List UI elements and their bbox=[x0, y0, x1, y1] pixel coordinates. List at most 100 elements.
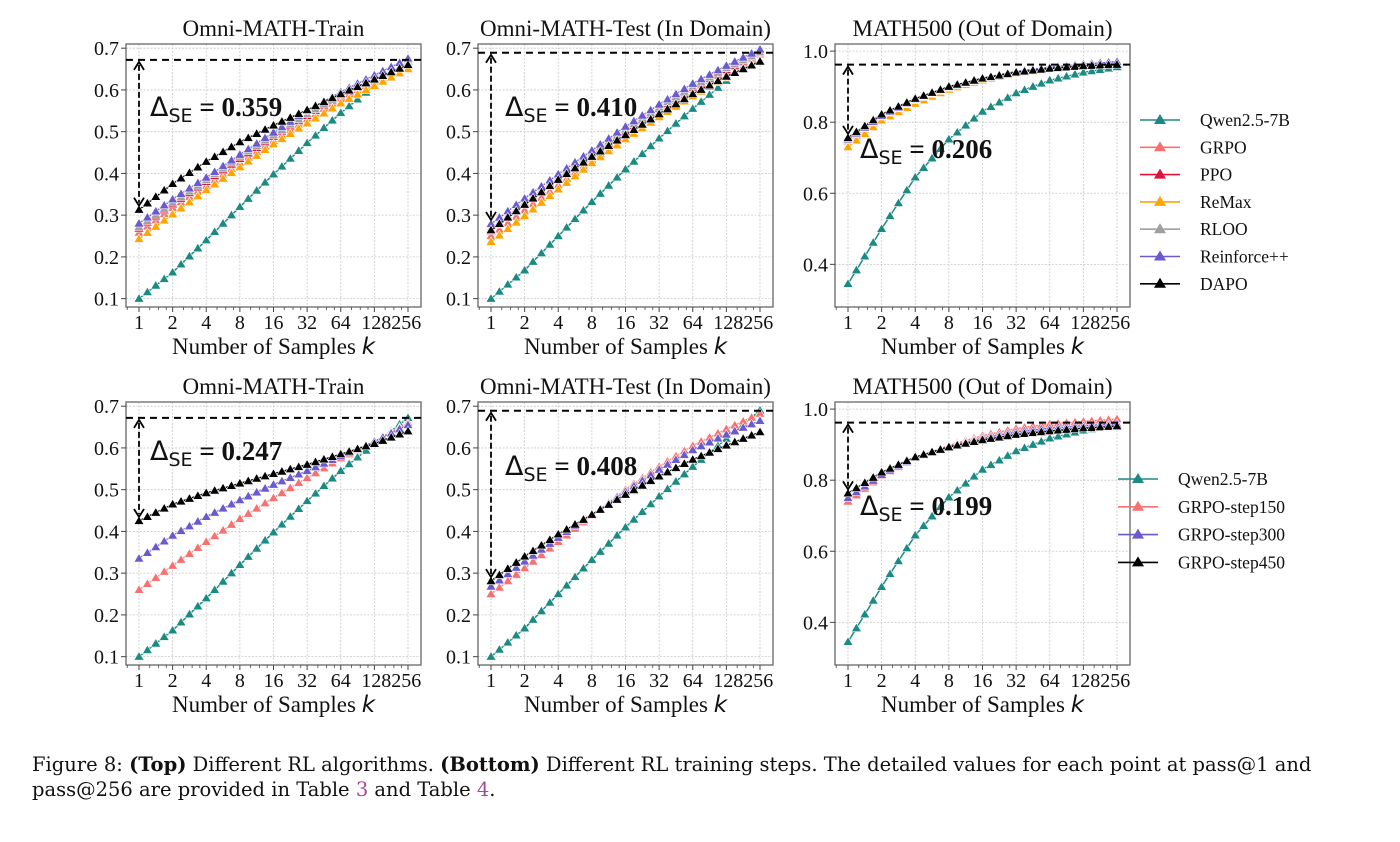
data-point-qwen2-5-7b bbox=[867, 594, 879, 605]
data-point-grpo-step150 bbox=[225, 519, 237, 529]
data-point-qwen2-5-7b bbox=[1077, 66, 1089, 77]
legend-entry: Qwen2.5-7B bbox=[1140, 110, 1290, 130]
data-point-reinforce- bbox=[720, 60, 732, 70]
data-point-qwen2-5-7b bbox=[343, 100, 355, 110]
data-point-grpo-step450 bbox=[619, 489, 632, 499]
data-point-qwen2-5-7b bbox=[301, 495, 313, 505]
data-point-remax bbox=[167, 208, 179, 219]
arrow-down-head bbox=[842, 125, 854, 136]
y-tick-label: 0.6 bbox=[446, 80, 471, 102]
data-point-grpo-step450 bbox=[544, 534, 556, 544]
data-point-qwen2-5-7b bbox=[704, 89, 716, 99]
data-point-qwen2-5-7b bbox=[519, 622, 531, 633]
data-point-qwen2-5-7b bbox=[527, 614, 539, 624]
data-point-qwen2-5-7b bbox=[234, 201, 246, 211]
data-point-dapo bbox=[712, 75, 724, 85]
data-point-grpo-step450 bbox=[687, 454, 699, 464]
data-point-dapo bbox=[242, 132, 254, 142]
chart-panel-5: 1 2 4 8 16 32 64 128256 0.1 0.2 0.3 0.4 0.5 0.6 0.7 Omn… bbox=[446, 374, 774, 718]
data-point-dapo bbox=[867, 114, 879, 125]
data-point-dapo bbox=[1010, 66, 1022, 77]
data-point-reinforce- bbox=[225, 154, 237, 165]
x-tick-label: 32 bbox=[649, 670, 669, 692]
data-point-grpo-step450 bbox=[527, 545, 539, 555]
chart-panel-3: 1 2 4 8 16 32 64 128256 0.4 0.6 0.8 1.0 MATH500 (Out… bbox=[803, 16, 1131, 360]
data-point-grpo-step450 bbox=[712, 443, 724, 453]
data-point-dapo bbox=[662, 103, 674, 113]
data-point-qwen2-5-7b bbox=[310, 487, 322, 498]
data-point-qwen2-5-7b bbox=[352, 451, 364, 462]
legend-marker-triangle-icon bbox=[1154, 141, 1166, 152]
table-4-link[interactable]: 4 bbox=[476, 778, 490, 801]
data-point-remax bbox=[552, 183, 564, 194]
data-point-grpo-step150 bbox=[259, 497, 271, 508]
data-point-dapo bbox=[326, 92, 338, 102]
table-3-link[interactable]: 3 bbox=[355, 778, 369, 801]
data-point-remax bbox=[603, 145, 615, 155]
data-point-dapo bbox=[1019, 65, 1031, 76]
data-point-grpo-step450 bbox=[960, 437, 972, 448]
data-point-grpo-step450 bbox=[746, 429, 758, 440]
data-point-qwen2-5-7b bbox=[993, 454, 1005, 465]
data-point-qwen2-5-7b bbox=[150, 279, 162, 290]
data-point-qwen2-5-7b bbox=[670, 117, 682, 128]
legend-label: Qwen2.5-7B bbox=[1178, 469, 1268, 489]
data-point-grpo-step300 bbox=[687, 444, 699, 454]
data-point-grpo-step450 bbox=[552, 528, 564, 539]
data-point-qwen2-5-7b bbox=[175, 616, 187, 627]
legend-marker-triangle-icon bbox=[1154, 277, 1166, 288]
data-point-dapo bbox=[993, 69, 1005, 80]
data-point-grpo-step300 bbox=[158, 535, 170, 546]
data-point-reinforce- bbox=[267, 126, 280, 137]
chart-title: MATH500 (Out of Domain) bbox=[853, 374, 1113, 399]
caption-label: Figure 8: bbox=[32, 753, 123, 776]
x-tick-label: 128256 bbox=[713, 312, 773, 334]
data-point-grpo-step450 bbox=[167, 498, 179, 509]
data-point-dapo bbox=[985, 71, 997, 81]
data-point-reinforce- bbox=[619, 121, 632, 131]
series-group bbox=[485, 404, 766, 661]
data-point-dapo bbox=[552, 174, 564, 184]
data-point-reinforce- bbox=[259, 132, 271, 142]
x-axis-label: Number of Samples k bbox=[172, 692, 377, 718]
x-tick-label: 32 bbox=[649, 312, 669, 334]
data-point-remax bbox=[318, 107, 330, 118]
data-point-dapo bbox=[175, 172, 187, 183]
x-tick-label: 8 bbox=[944, 670, 954, 692]
grid bbox=[126, 44, 421, 307]
data-point-qwen2-5-7b bbox=[934, 501, 946, 511]
data-point-dapo bbox=[737, 63, 749, 73]
data-point-dapo bbox=[729, 67, 741, 77]
x-tick-label: 8 bbox=[235, 312, 245, 334]
data-point-qwen2-5-7b bbox=[577, 204, 589, 215]
data-point-grpo-step450 bbox=[502, 563, 514, 573]
data-point-grpo-step450 bbox=[192, 490, 204, 500]
data-point-grpo-step300 bbox=[284, 472, 296, 482]
data-point-qwen2-5-7b bbox=[1061, 70, 1073, 81]
data-point-grpo-step300 bbox=[729, 425, 741, 435]
y-tick-label: 0.5 bbox=[446, 480, 471, 502]
y-tick-label: 0.1 bbox=[446, 289, 471, 311]
y-tick-label: 0.3 bbox=[446, 205, 471, 227]
data-point-qwen2-5-7b bbox=[1019, 84, 1031, 94]
data-point-grpo-step300 bbox=[695, 440, 707, 450]
data-point-grpo-step300 bbox=[754, 415, 766, 425]
data-point-grpo-step150 bbox=[493, 581, 505, 592]
y-tick-labels: 0.1 0.2 0.3 0.4 0.5 0.6 0.7 bbox=[94, 38, 126, 311]
data-point-qwen2-5-7b bbox=[535, 605, 547, 615]
data-point-grpo-step450 bbox=[901, 455, 913, 465]
data-point-remax bbox=[493, 229, 505, 240]
data-point-grpo-step450 bbox=[1111, 420, 1123, 430]
x-tick-label: 64 bbox=[683, 312, 703, 334]
data-point-grpo-step450 bbox=[394, 428, 406, 439]
data-point-grpo-step450 bbox=[301, 459, 313, 469]
data-point-dapo bbox=[569, 162, 581, 172]
data-point-dapo bbox=[385, 66, 397, 76]
data-point-qwen2-5-7b bbox=[318, 480, 330, 490]
data-point-qwen2-5-7b bbox=[594, 188, 606, 198]
data-point-grpo-step450 bbox=[1044, 425, 1056, 435]
data-point-grpo-step450 bbox=[850, 482, 862, 492]
data-point-dapo bbox=[343, 84, 355, 95]
data-point-grpo-step450 bbox=[234, 477, 246, 488]
arrow-down-head bbox=[842, 480, 854, 492]
